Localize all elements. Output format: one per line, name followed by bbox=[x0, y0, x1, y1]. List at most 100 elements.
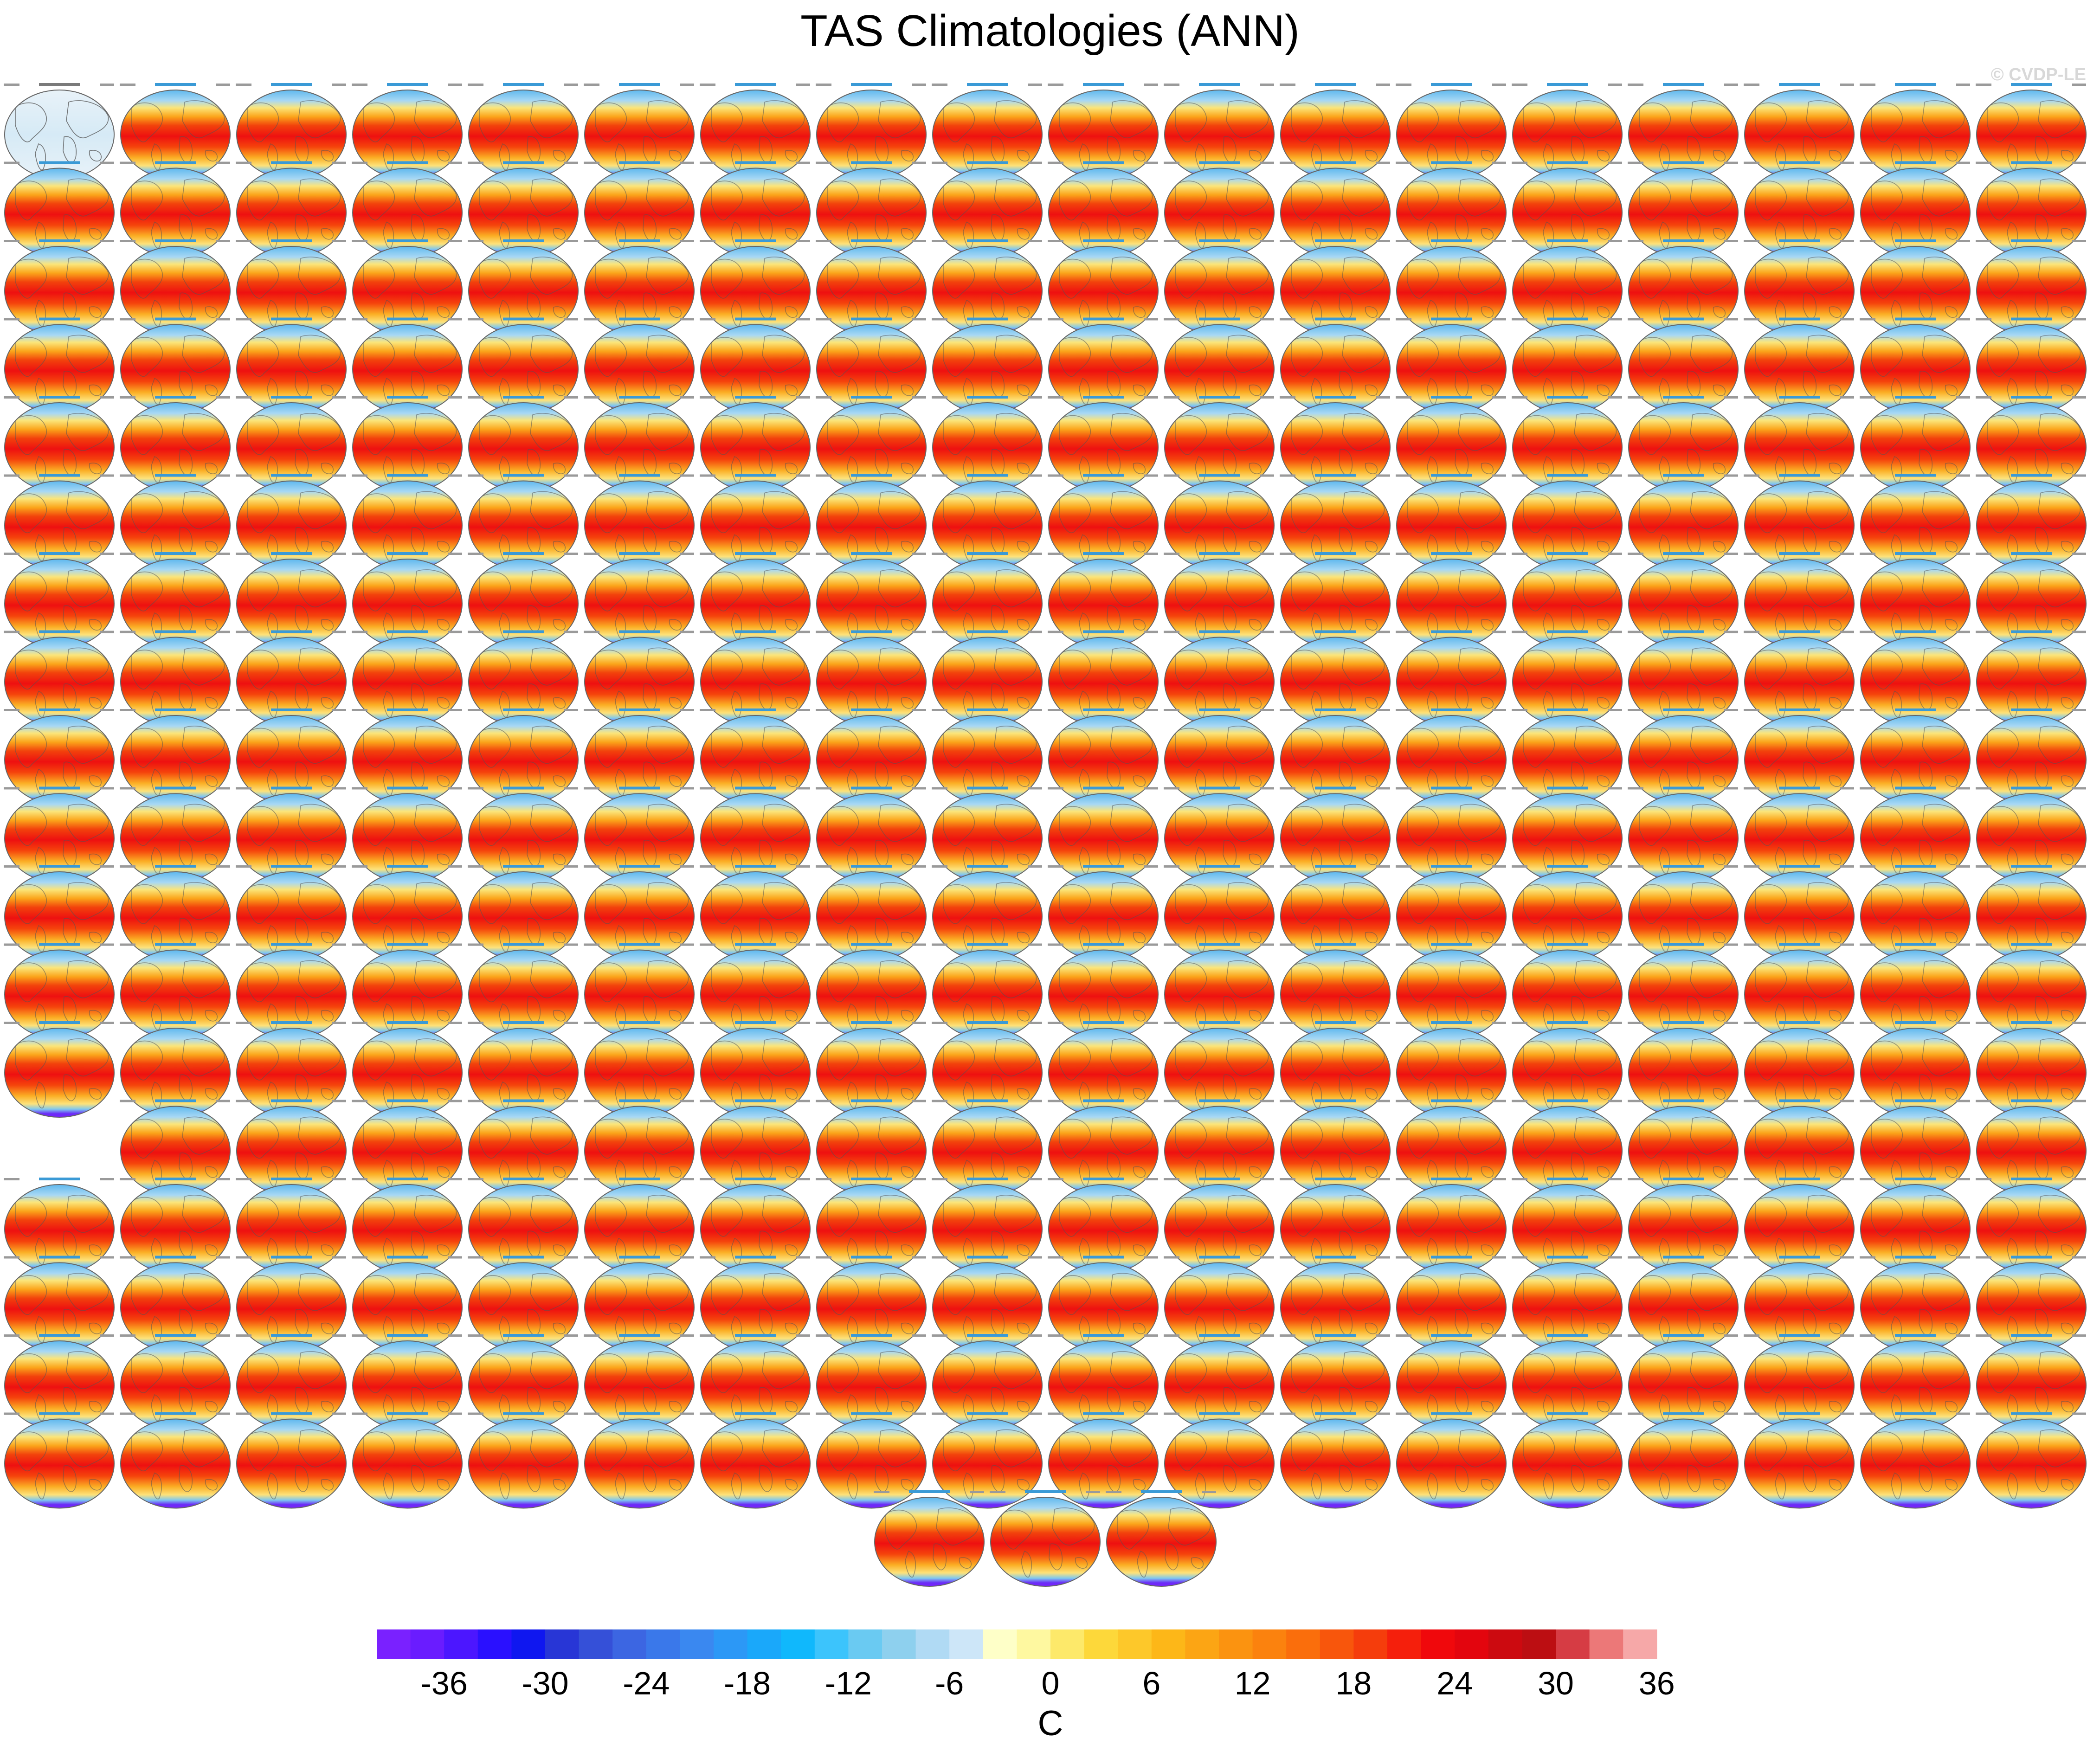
continent-outlines bbox=[1291, 178, 1385, 249]
colorbar-tick-label: -12 bbox=[825, 1665, 872, 1701]
panel-stat-text bbox=[1492, 553, 1506, 555]
panel-title-text bbox=[967, 396, 1008, 399]
panel-stat-text bbox=[564, 396, 578, 399]
panel-period-text bbox=[1396, 240, 1411, 242]
panel-period-text bbox=[700, 474, 715, 477]
panel-stat-text bbox=[216, 396, 230, 399]
panel-title-text bbox=[155, 161, 196, 164]
panel-stat-text bbox=[1840, 553, 1854, 555]
continent-outlines bbox=[1291, 413, 1385, 483]
panel-stat-text bbox=[1724, 474, 1738, 477]
panel-title-text bbox=[1663, 83, 1704, 86]
continent-outlines bbox=[1175, 178, 1269, 249]
continent-outlines bbox=[1523, 335, 1617, 405]
continent-outlines bbox=[595, 491, 689, 561]
colorbar-tick-label: 36 bbox=[1639, 1665, 1675, 1701]
continent-outlines bbox=[1407, 335, 1501, 405]
panel-title-text bbox=[1895, 317, 1936, 321]
panel-period-text bbox=[1976, 240, 1991, 242]
continent-outlines bbox=[1407, 413, 1501, 483]
panel-stat-text bbox=[1144, 474, 1158, 477]
continent-outlines bbox=[479, 335, 573, 405]
panel-stat-text bbox=[216, 553, 230, 555]
panel-period-text bbox=[352, 396, 367, 399]
panel-title-text bbox=[967, 83, 1008, 86]
panel-stat-text bbox=[1608, 161, 1622, 164]
model-map-panel bbox=[1628, 317, 1739, 414]
model-map-panel bbox=[1164, 239, 1275, 336]
panel-period-text bbox=[1396, 553, 1411, 555]
continent-outlines bbox=[131, 257, 225, 327]
panel-stat-text bbox=[564, 161, 578, 164]
panel-stat-text bbox=[1608, 396, 1622, 399]
panel-period-text bbox=[584, 396, 599, 399]
panel-period-text bbox=[1628, 161, 1643, 164]
model-map-panel bbox=[1512, 317, 1623, 414]
colorbar-box bbox=[612, 1629, 647, 1659]
panel-title-text bbox=[39, 474, 80, 477]
model-map-panel bbox=[120, 474, 231, 571]
panel-period-text bbox=[352, 84, 367, 86]
model-map-panel bbox=[1744, 83, 1855, 180]
panel-stat-text bbox=[1260, 84, 1274, 86]
model-map-panel bbox=[468, 161, 579, 258]
panel-period-text bbox=[236, 84, 251, 86]
colorbar-box bbox=[1084, 1629, 1118, 1659]
continent-outlines bbox=[247, 491, 341, 561]
continent-outlines bbox=[1987, 569, 2081, 640]
panel-period-text bbox=[468, 318, 483, 321]
panel-period-text bbox=[1628, 240, 1643, 242]
continent-outlines bbox=[363, 335, 457, 405]
panel-stat-text bbox=[1956, 553, 1970, 555]
colorbar-box bbox=[747, 1629, 781, 1659]
colorbar-box bbox=[1286, 1629, 1321, 1659]
continent-outlines bbox=[1175, 569, 1269, 640]
model-map-panel bbox=[584, 83, 695, 180]
continent-outlines bbox=[595, 413, 689, 483]
model-map-panel bbox=[1860, 474, 1971, 571]
panel-period-text bbox=[1628, 474, 1643, 477]
panel-period-text bbox=[1164, 240, 1179, 242]
continent-outlines bbox=[1059, 569, 1153, 640]
panel-period-text bbox=[1048, 474, 1063, 477]
panel-stat-text bbox=[216, 161, 230, 164]
panel-stat-text bbox=[680, 161, 694, 164]
panel-title-text bbox=[503, 474, 544, 477]
model-map-panel bbox=[816, 474, 927, 571]
continent-outlines bbox=[1639, 100, 1733, 171]
panel-stat-text bbox=[216, 474, 230, 477]
panel-period-text bbox=[932, 318, 947, 321]
continent-outlines bbox=[479, 178, 573, 249]
panel-title-text bbox=[1547, 474, 1588, 477]
panel-stat-text bbox=[680, 474, 694, 477]
colorbar-box bbox=[1185, 1629, 1219, 1659]
panel-stat-text bbox=[1840, 240, 1854, 242]
panel-stat-text bbox=[2072, 318, 2086, 321]
panel-stat-text bbox=[1028, 474, 1042, 477]
panel-period-text bbox=[1744, 553, 1759, 555]
panel-period-text bbox=[1860, 318, 1875, 321]
model-map-panel bbox=[932, 161, 1043, 258]
panel-period-text bbox=[816, 396, 831, 399]
panel-period-text bbox=[468, 84, 483, 86]
panel-title-text bbox=[39, 239, 80, 242]
panel-title-text bbox=[387, 474, 428, 477]
panel-stat-text bbox=[796, 474, 810, 477]
colorbar-box bbox=[1522, 1629, 1556, 1659]
continent-outlines bbox=[1639, 569, 1733, 640]
panel-period-text bbox=[1048, 240, 1063, 242]
panel-stat-text bbox=[1608, 318, 1622, 321]
panel-stat-text bbox=[1028, 84, 1042, 86]
panel-stat-text bbox=[796, 396, 810, 399]
model-map-panel bbox=[932, 552, 1043, 649]
model-map-panel bbox=[584, 239, 695, 336]
continent-outlines bbox=[1871, 413, 1965, 483]
panel-stat-text bbox=[448, 553, 462, 555]
continent-outlines bbox=[131, 647, 225, 718]
colorbar-box bbox=[545, 1629, 580, 1659]
panel-title-text bbox=[1779, 161, 1820, 164]
panel-period-text bbox=[1976, 396, 1991, 399]
model-map-panel bbox=[1860, 396, 1971, 492]
panel-period-text bbox=[1512, 318, 1527, 321]
